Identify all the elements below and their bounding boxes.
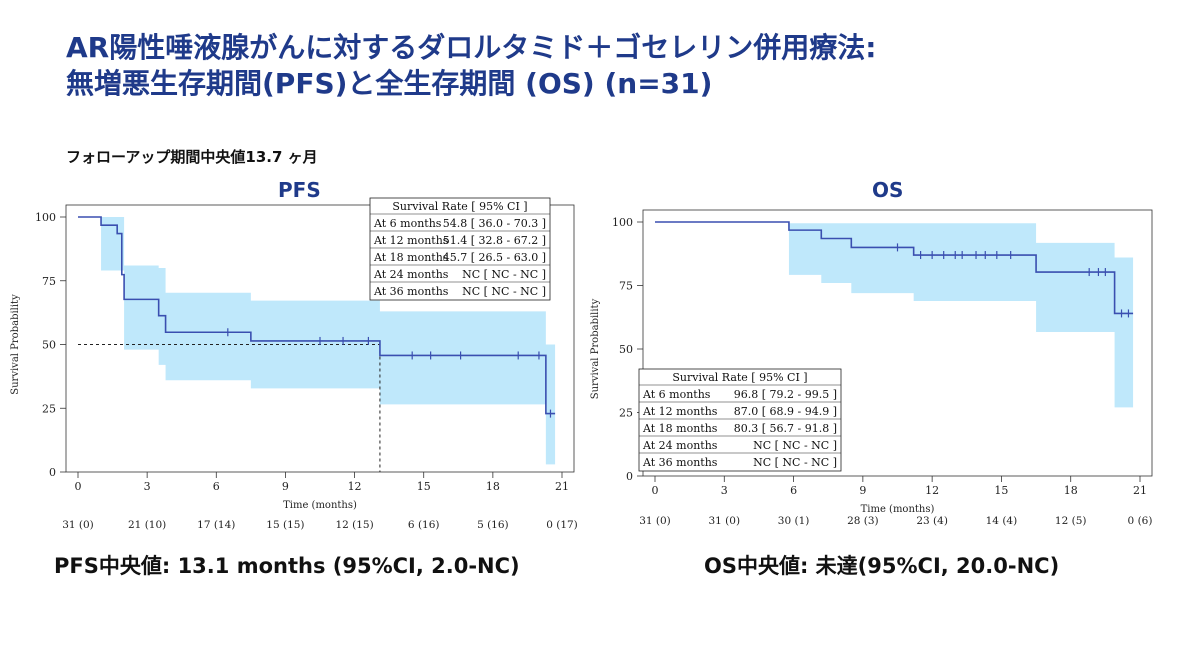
pfs-y-axis-title: Survival Probability xyxy=(10,294,21,395)
pfs-rate-row-value: NC [ NC - NC ] xyxy=(462,268,546,281)
slide-title: AR陽性唾液腺がんに対するダロルタミド＋ゴセレリン併用療法: 無増悪生存期間(P… xyxy=(66,30,876,102)
os-x-tick-label: 12 xyxy=(925,484,939,497)
os-x-tick-label: 0 xyxy=(652,484,659,497)
pfs-x-tick-label: 18 xyxy=(486,480,500,493)
pfs-x-tick-label: 12 xyxy=(348,480,362,493)
pfs-rate-row-label: At 12 months xyxy=(373,234,449,247)
os-rate-table-header: Survival Rate [ 95% CI ] xyxy=(672,371,807,384)
os-at-risk-label: 23 (4) xyxy=(916,515,948,527)
os-rate-row-label: At 24 months xyxy=(642,439,718,452)
os-at-risk-label: 31 (0) xyxy=(708,515,740,527)
pfs-rate-row-value: 45.7 [ 26.5 - 63.0 ] xyxy=(443,251,546,264)
os-rate-row-label: At 18 months xyxy=(642,422,718,435)
pfs-rate-row-value: NC [ NC - NC ] xyxy=(462,285,546,298)
os-chart: 0 25 50 75 100 0 3 6 9 12 15 18 21 Time (months) Survi… xyxy=(590,209,1153,527)
pfs-rate-row-value: 51.4 [ 32.8 - 67.2 ] xyxy=(443,234,546,247)
os-at-risk-label: 31 (0) xyxy=(639,515,671,527)
os-rate-row-label: At 12 months xyxy=(642,405,718,418)
pfs-rate-row-label: At 36 months xyxy=(373,285,449,298)
os-plot-frame xyxy=(642,209,1153,477)
os-y-axis-title: Survival Probability xyxy=(590,298,601,399)
pfs-y-tick-label: 25 xyxy=(42,402,56,415)
os-at-risk-label: 14 (4) xyxy=(986,515,1018,527)
os-at-risk-label: 12 (5) xyxy=(1055,515,1087,527)
pfs-at-risk-label: 5 (16) xyxy=(477,519,509,531)
pfs-rate-table xyxy=(369,197,551,301)
os-at-risk-label: 28 (3) xyxy=(847,515,879,527)
pfs-x-tick-label: 3 xyxy=(144,480,151,493)
os-x-tick-label: 6 xyxy=(790,484,797,497)
os-x-tick-label: 21 xyxy=(1133,484,1147,497)
os-at-risk-label: 30 (1) xyxy=(778,515,810,527)
pfs-rate-row-label: At 18 months xyxy=(373,251,449,264)
pfs-y-tick-label: 100 xyxy=(35,211,56,224)
title-line-1: AR陽性唾液腺がんに対するダロルタミド＋ゴセレリン併用療法: xyxy=(66,31,877,64)
os-rate-row-label: At 6 months xyxy=(642,388,711,401)
pfs-survival-curve xyxy=(78,216,556,415)
pfs-rate-row-label: At 24 months xyxy=(373,268,449,281)
os-x-tick-label: 15 xyxy=(994,484,1008,497)
pfs-rate-table-header: Survival Rate [ 95% CI ] xyxy=(392,200,527,213)
pfs-median-text: PFS中央値: 13.1 months (95%CI, 2.0-NC) xyxy=(54,554,520,578)
pfs-chart-title: PFS xyxy=(278,178,321,202)
os-rate-table xyxy=(638,368,842,472)
pfs-x-axis-title: Time (months) xyxy=(283,500,357,511)
os-y-tick-label: 50 xyxy=(619,343,633,356)
pfs-x-tick-label: 6 xyxy=(213,480,220,493)
pfs-x-tick-label: 0 xyxy=(75,480,82,493)
pfs-chart: 0 25 50 75 100 0 3 6 9 12 15 18 21 Time (months) Survi… xyxy=(10,197,578,531)
pfs-at-risk-label: 21 (10) xyxy=(128,519,166,531)
pfs-y-tick-label: 50 xyxy=(42,339,56,352)
os-rate-row-value: NC [ NC - NC ] xyxy=(753,439,837,452)
os-rate-row-value: NC [ NC - NC ] xyxy=(753,456,837,469)
os-median-text: OS中央値: 未達(95%CI, 20.0-NC) xyxy=(704,554,1060,578)
os-at-risk-label: 0 (6) xyxy=(1128,515,1153,527)
os-y-tick-label: 75 xyxy=(619,280,633,293)
pfs-at-risk-label: 0 (17) xyxy=(546,519,578,531)
pfs-x-tick-label: 9 xyxy=(282,480,289,493)
pfs-at-risk-label: 17 (14) xyxy=(197,519,235,531)
pfs-at-risk-label: 31 (0) xyxy=(62,519,94,531)
pfs-x-tick-label: 15 xyxy=(417,480,431,493)
os-x-tick-label: 18 xyxy=(1064,484,1078,497)
os-y-tick-label: 0 xyxy=(626,470,633,483)
pfs-rate-row-label: At 6 months xyxy=(373,217,442,230)
os-rate-row-label: At 36 months xyxy=(642,456,718,469)
os-x-tick-label: 9 xyxy=(859,484,866,497)
pfs-at-risk-label: 15 (15) xyxy=(266,519,304,531)
os-rate-row-value: 96.8 [ 79.2 - 99.5 ] xyxy=(734,388,837,401)
pfs-at-risk-label: 6 (16) xyxy=(408,519,440,531)
os-y-tick-label: 100 xyxy=(612,216,633,229)
pfs-x-tick-label: 21 xyxy=(555,480,569,493)
os-chart-title: OS xyxy=(872,178,904,202)
os-survival-curve xyxy=(655,221,1134,315)
os-rate-row-value: 87.0 [ 68.9 - 94.9 ] xyxy=(734,405,837,418)
os-ci-band xyxy=(655,222,1134,408)
os-x-axis-title: Time (months) xyxy=(861,504,935,515)
pfs-y-tick-label: 0 xyxy=(49,466,56,479)
pfs-rate-row-value: 54.8 [ 36.0 - 70.3 ] xyxy=(443,217,546,230)
os-y-tick-label: 25 xyxy=(619,407,633,420)
os-rate-row-value: 80.3 [ 56.7 - 91.8 ] xyxy=(734,422,837,435)
pfs-plot-frame xyxy=(65,204,575,473)
title-line-2: 無増悪生存期間(PFS)と全生存期間 (OS) (n=31) xyxy=(66,67,713,100)
followup-note: フォローアップ期間中央値13.7 ヶ月 xyxy=(66,148,318,166)
pfs-y-tick-label: 75 xyxy=(42,275,56,288)
pfs-at-risk-label: 12 (15) xyxy=(335,519,373,531)
os-x-tick-label: 3 xyxy=(721,484,728,497)
